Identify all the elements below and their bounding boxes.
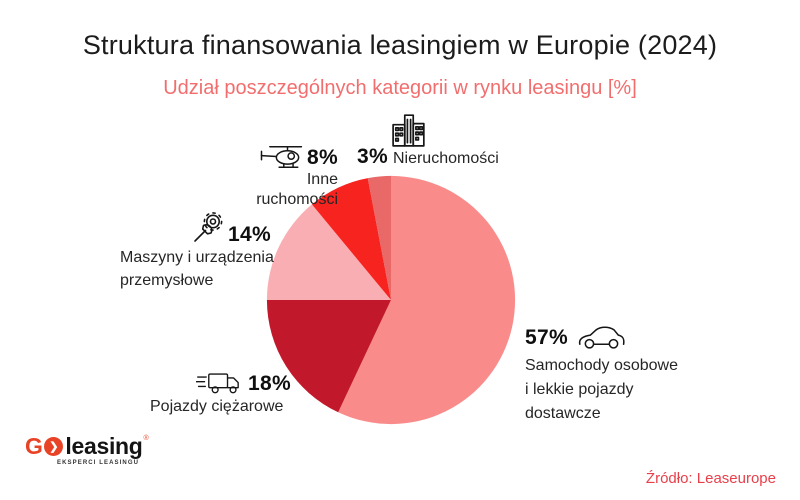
cat-inne-ruchomosci: Inne ruchomości [256, 171, 338, 208]
cat-maszyny-line1: Maszyny i urządzenia [120, 249, 274, 266]
cat-nieruchomosci: Nieruchomości [392, 150, 499, 167]
logo-word: leasing [65, 433, 143, 459]
truck-icon [196, 369, 242, 397]
car-icon [576, 323, 626, 352]
pie-slice-0 [338, 175, 516, 425]
logo-letter-g: G [25, 433, 43, 459]
pct-pojazdy-ciezarowe: 18% [248, 371, 291, 395]
pie-chart [266, 175, 516, 425]
label-maszyny: 14% Maszyny i urządzenia przemysłowe [120, 211, 274, 291]
cat-samochody-line3: dostawcze [525, 405, 601, 422]
chart-title: Struktura finansowania leasingiem w Euro… [82, 30, 718, 60]
logo-registered-mark: ® [143, 435, 149, 442]
source-credit: Źródło: Leaseurope [645, 470, 776, 487]
label-inne-ruchomosci: 8% Inne ruchomości [222, 144, 338, 210]
go-leasing-logo: G ❯ leasing ® EKSPERCI LEASINGU [25, 433, 149, 466]
cat-samochody-line1: Samochody osobowe [525, 357, 678, 374]
cat-maszyny-line2: przemysłowe [120, 272, 214, 289]
buildings-icon [389, 112, 499, 148]
helicopter-icon [258, 144, 304, 170]
pie-chart-container [264, 173, 518, 427]
pie-slice-2 [266, 204, 391, 300]
pie-slice-3 [311, 178, 391, 300]
pct-nieruchomosci: 3% [357, 145, 388, 168]
label-pojazdy-ciezarowe: 18% Pojazdy ciężarowe [150, 369, 291, 417]
cat-pojazdy-ciezarowe: Pojazdy ciężarowe [150, 398, 284, 415]
pie-slice-1 [266, 300, 391, 413]
pct-samochody: 57% [525, 326, 568, 349]
chart-subtitle: Udział poszczególnych kategorii w rynku … [163, 77, 637, 99]
logo-arrow-icon: ❯ [44, 437, 64, 456]
pct-inne-ruchomosci: 8% [307, 145, 338, 169]
label-nieruchomosci: 3% Nieruchomości [357, 112, 499, 169]
logo-tagline: EKSPERCI LEASINGU [57, 460, 140, 466]
cat-samochody-line2: i lekkie pojazdy [525, 381, 634, 398]
pie-slice-4 [367, 175, 391, 300]
gear-wrench-icon [190, 211, 226, 245]
pct-maszyny: 14% [228, 223, 271, 246]
label-samochody: 57% Samochody osobowe i lekkie pojazdy d… [525, 323, 678, 424]
